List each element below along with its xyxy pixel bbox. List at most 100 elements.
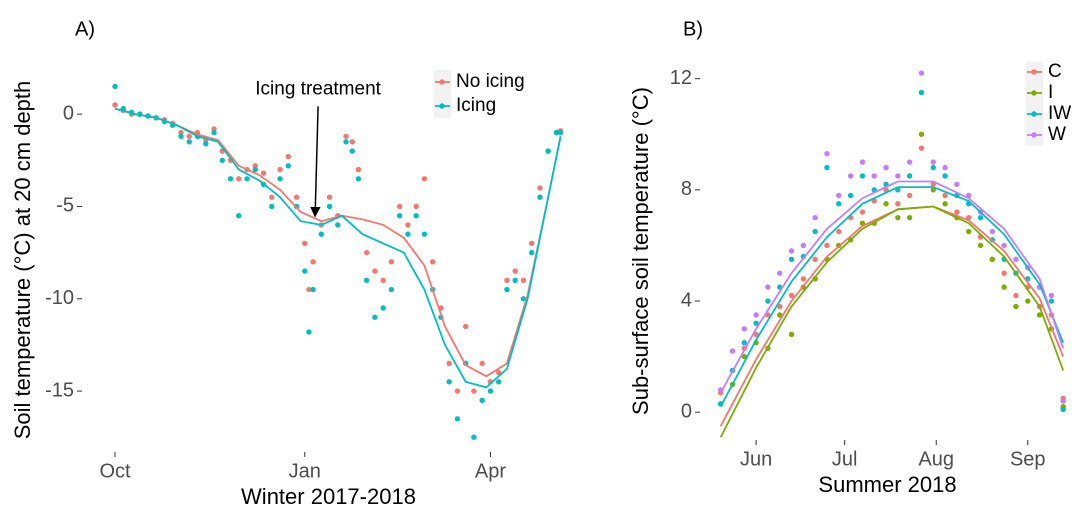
y-tick-label: 0 xyxy=(681,400,692,422)
x-axis-title: Summer 2018 xyxy=(818,472,956,497)
point xyxy=(824,164,830,171)
smooth-line xyxy=(719,205,1065,438)
point xyxy=(326,194,333,200)
y-tick-label: 12 xyxy=(670,67,692,89)
x-axis-title: Winter 2017-2018 xyxy=(241,484,416,509)
point xyxy=(471,434,477,440)
y-tick-label: -15 xyxy=(45,379,74,401)
point xyxy=(753,320,759,326)
point xyxy=(454,416,461,422)
point xyxy=(906,173,913,179)
point xyxy=(1025,298,1031,304)
point xyxy=(528,240,535,247)
point xyxy=(765,284,771,290)
point xyxy=(260,170,267,176)
point xyxy=(252,163,258,169)
point xyxy=(847,192,854,199)
point xyxy=(504,286,510,293)
panel: A) 0 -5 -10 -15 Oct Jan Apr Winter 2017-2018 Soil… xyxy=(10,18,564,509)
point xyxy=(421,176,428,182)
point xyxy=(836,228,842,235)
point xyxy=(219,157,225,164)
legend-key-point xyxy=(439,103,445,109)
point xyxy=(236,176,242,182)
smooth-line xyxy=(114,107,562,378)
point xyxy=(942,192,948,199)
point xyxy=(788,248,795,254)
point xyxy=(446,360,452,367)
point xyxy=(520,277,527,284)
point xyxy=(363,249,370,256)
point xyxy=(372,314,378,320)
y-tick-label: -5 xyxy=(56,195,74,217)
smooth-line xyxy=(719,180,1065,394)
point xyxy=(306,329,312,335)
point xyxy=(487,388,494,394)
point xyxy=(495,379,502,385)
x-tick-label: Apr xyxy=(475,460,506,482)
point xyxy=(310,286,316,293)
point xyxy=(285,153,291,160)
point xyxy=(203,140,209,147)
y-tick-label: 0 xyxy=(63,102,74,124)
point xyxy=(429,259,436,265)
legend-label: Icing xyxy=(456,95,496,116)
y-axis-title: Sub-surface soil temperature (°C) xyxy=(628,87,653,415)
y-tick-label: -10 xyxy=(45,287,74,309)
y-axis-title: Soil temperature (°C) at 20 cm depth xyxy=(10,81,35,440)
panel-label: B) xyxy=(683,18,703,40)
point xyxy=(388,286,395,293)
point xyxy=(871,173,877,179)
point xyxy=(942,164,948,171)
point xyxy=(800,242,807,249)
point xyxy=(812,214,818,221)
point xyxy=(1013,303,1019,310)
point xyxy=(372,268,378,274)
point xyxy=(777,270,783,276)
point xyxy=(405,222,411,228)
y-tick-label: 4 xyxy=(681,289,692,311)
point xyxy=(545,148,551,154)
point xyxy=(302,240,308,247)
point xyxy=(306,286,312,293)
smooth-line xyxy=(719,186,1065,408)
point xyxy=(741,326,747,332)
legend-label: No icing xyxy=(456,71,525,92)
point xyxy=(421,231,428,237)
point xyxy=(906,159,913,165)
x-tick-label: Jun xyxy=(740,448,772,470)
legend-key-point xyxy=(1031,90,1037,96)
point xyxy=(380,277,386,284)
x-tick-label: Oct xyxy=(99,460,131,482)
point xyxy=(753,312,759,318)
point xyxy=(800,276,807,282)
point xyxy=(918,145,925,151)
point xyxy=(349,148,355,154)
point xyxy=(1060,398,1066,404)
point xyxy=(413,212,419,219)
point xyxy=(895,173,901,179)
point xyxy=(277,166,283,173)
point xyxy=(812,228,818,235)
point xyxy=(413,203,419,210)
point xyxy=(396,203,403,210)
legend-key-point xyxy=(1031,69,1037,75)
point xyxy=(788,292,795,299)
point xyxy=(528,249,535,256)
x-tick-label: Sep xyxy=(1010,448,1046,470)
legend-key-point xyxy=(439,79,445,85)
point xyxy=(989,228,996,235)
point xyxy=(211,126,217,132)
point xyxy=(186,139,192,145)
point xyxy=(277,176,283,182)
point xyxy=(824,151,830,157)
point xyxy=(930,159,936,165)
point xyxy=(895,214,901,221)
point xyxy=(1013,292,1019,299)
point xyxy=(859,209,866,215)
point xyxy=(236,212,242,219)
point xyxy=(1036,312,1043,318)
point xyxy=(883,201,889,207)
point xyxy=(112,83,118,90)
